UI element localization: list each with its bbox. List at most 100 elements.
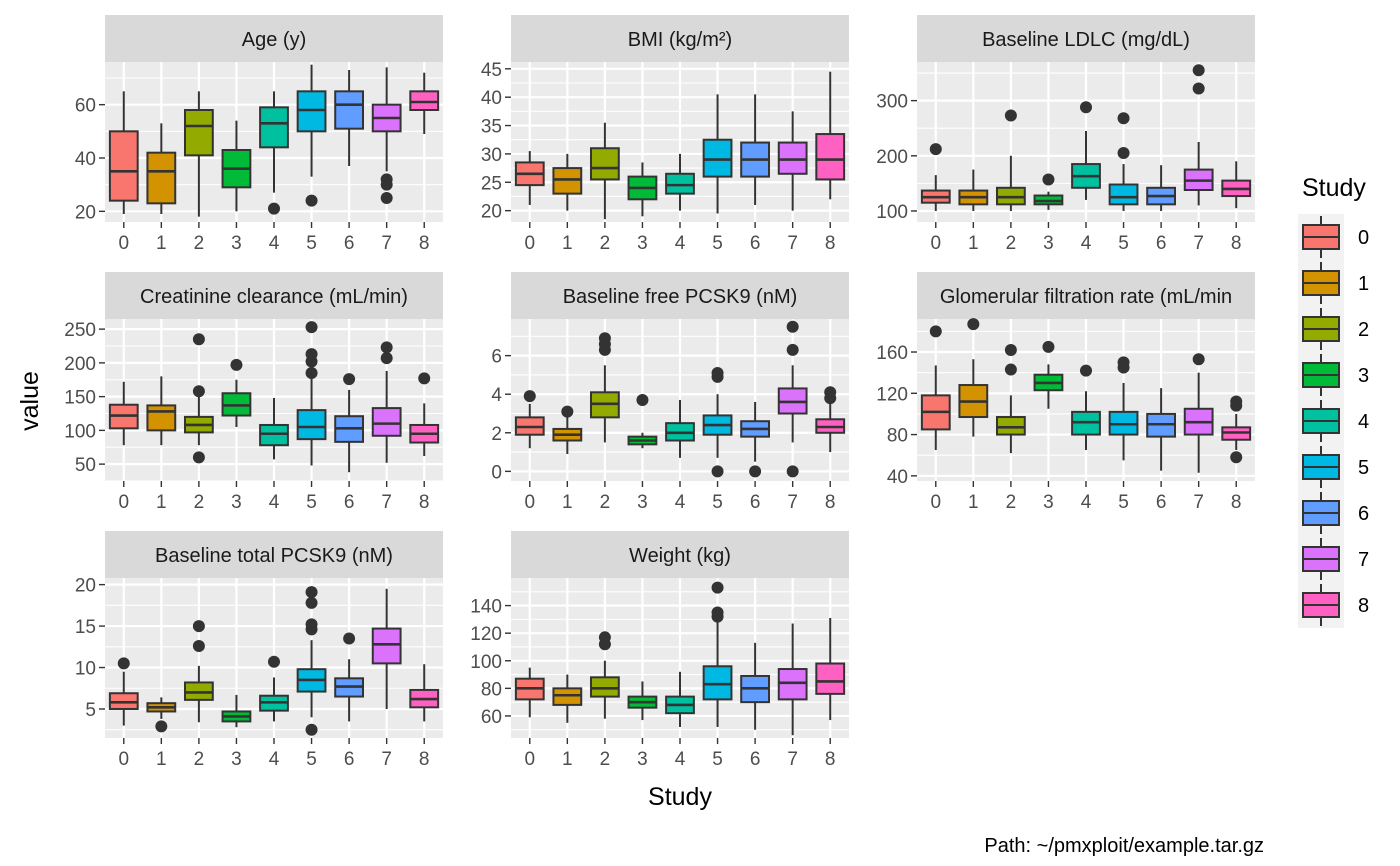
x-tick-label: 6 (750, 233, 761, 254)
box-study-6 (334, 373, 365, 473)
x-tick-label: 2 (194, 492, 205, 513)
box-iqr (702, 138, 733, 178)
x-tick-label: 3 (231, 233, 242, 254)
box-study-1 (552, 674, 583, 723)
x-tick-label: 0 (118, 749, 129, 770)
facet-strip (917, 15, 1255, 62)
x-tick-label: 3 (637, 233, 648, 254)
outlier-point (598, 631, 611, 644)
x-axis-title: Study (648, 783, 712, 811)
x-tick-label: 7 (787, 233, 798, 254)
box-study-4 (665, 400, 695, 458)
x-tick-label: 0 (930, 233, 941, 254)
x-tick-label: 8 (1231, 233, 1242, 254)
y-tick-label: 120 (470, 624, 502, 645)
box-study-6 (1146, 165, 1177, 211)
box-study-1 (146, 123, 177, 214)
box-study-8 (815, 386, 846, 453)
box-iqr (552, 687, 583, 706)
box-study-1 (958, 318, 989, 437)
box-study-7 (777, 320, 808, 478)
box-study-5 (702, 367, 733, 478)
x-tick-label: 0 (524, 492, 535, 513)
box-iqr (371, 627, 402, 665)
facet-strip (105, 15, 443, 62)
x-tick-label: 6 (750, 492, 761, 513)
box-study-2 (183, 333, 214, 464)
outlier-point (1192, 64, 1205, 77)
box-study-5 (1108, 356, 1139, 461)
box-iqr (146, 404, 177, 432)
box-study-8 (815, 71, 846, 200)
box-study-2 (183, 91, 214, 217)
box-iqr (552, 167, 583, 195)
box-iqr (995, 416, 1026, 436)
x-tick-label: 3 (637, 492, 648, 513)
outlier-point (380, 173, 393, 186)
x-tick-label: 1 (562, 492, 573, 513)
outlier-point (192, 639, 205, 652)
outlier-point (786, 343, 799, 356)
box-study-4 (259, 397, 289, 460)
y-tick-label: 40 (887, 467, 908, 488)
x-tick-label: 6 (1156, 492, 1167, 513)
outlier-point (1117, 147, 1130, 160)
y-tick-label: 30 (481, 145, 502, 166)
x-tick-label: 5 (1118, 233, 1129, 254)
outlier-point (343, 373, 356, 386)
outlier-point (418, 372, 431, 385)
facet-strip-label: Baseline free PCSK9 (nM) (563, 286, 798, 308)
legend-key-3: 3 (1298, 352, 1369, 398)
outlier-point (929, 143, 942, 156)
box-study-0 (108, 91, 139, 214)
box-study-6 (740, 94, 771, 205)
x-tick-label: 8 (1231, 492, 1242, 513)
outlier-point (636, 394, 649, 406)
outlier-point (1004, 363, 1017, 376)
outlier-point (711, 581, 724, 594)
y-tick-label: 6 (491, 347, 502, 368)
facet-strip (917, 272, 1255, 319)
x-tick-label: 3 (637, 749, 648, 770)
facet-strip (511, 15, 849, 62)
outlier-point (380, 341, 393, 354)
x-tick-label: 7 (1193, 233, 1204, 254)
x-tick-label: 4 (269, 749, 280, 770)
outlier-point (305, 194, 318, 207)
box-iqr (777, 668, 808, 701)
outlier-point (380, 192, 393, 204)
x-tick-label: 2 (600, 233, 611, 254)
x-tick-label: 5 (306, 492, 317, 513)
x-tick-label: 6 (750, 749, 761, 770)
outlier-point (192, 451, 205, 464)
x-tick-label: 4 (675, 233, 686, 254)
facet-panel: Creatinine clearance (mL/min)50100150200… (64, 272, 443, 513)
box-study-0 (514, 667, 545, 718)
outlier-point (380, 352, 393, 365)
legend-label: 7 (1358, 549, 1369, 571)
outlier-point (155, 720, 168, 733)
box-study-8 (409, 72, 440, 134)
y-tick-label: 50 (75, 455, 96, 476)
box-iqr (259, 106, 289, 149)
y-axis-title: value (16, 371, 44, 431)
outlier-point (305, 723, 318, 736)
x-tick-label: 7 (787, 749, 798, 770)
facet-panel: Age (y) 20 40 60 0 1 2 3 4 5 6 7 8 (75, 15, 443, 254)
outlier-point (786, 320, 799, 333)
outlier-point (192, 333, 205, 346)
x-tick-label: 2 (600, 749, 611, 770)
facet-strip-label: Creatinine clearance (mL/min) (140, 286, 408, 308)
box-study-3 (1033, 173, 1064, 210)
legend: Study 0 1 2 3 4 5 6 7 8 (1298, 174, 1369, 628)
legend-label: 0 (1358, 227, 1369, 249)
x-tick-label: 4 (269, 233, 280, 254)
x-tick-label: 2 (1006, 492, 1017, 513)
x-tick-label: 1 (156, 749, 167, 770)
outlier-point (1117, 356, 1130, 369)
outlier-point (230, 358, 243, 371)
y-tick-label: 200 (876, 147, 908, 168)
box-study-2 (995, 109, 1026, 211)
